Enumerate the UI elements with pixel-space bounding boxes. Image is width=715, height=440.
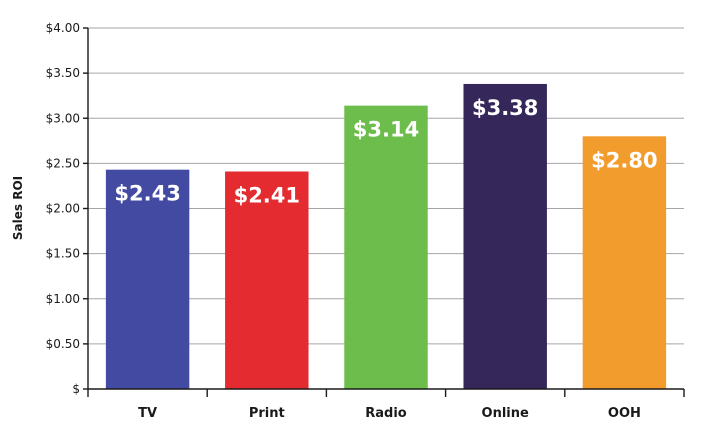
data-label-online: $3.38 — [472, 96, 538, 120]
y-tick-label: $1.50 — [46, 247, 80, 261]
y-tick-label: $2.50 — [46, 156, 80, 170]
bar-radio — [344, 105, 428, 390]
x-tick-label-tv: TV — [138, 406, 157, 421]
bar-tv — [105, 169, 190, 389]
y-tick-label: $ — [72, 382, 80, 396]
x-tick-label-online: Online — [482, 406, 529, 421]
data-label-radio: $3.14 — [353, 118, 419, 142]
bar-online — [463, 83, 547, 389]
y-tick-label: $3.00 — [46, 111, 80, 125]
bars — [105, 83, 667, 390]
x-tick-label-print: Print — [249, 406, 285, 421]
axes — [83, 27, 685, 397]
x-tick-label-radio: Radio — [365, 406, 407, 421]
x-tick-label-ooh: OOH — [608, 406, 641, 421]
labels: $ $0.50 $1.00 $1.50 $2.00 $2.50 $3.00 $3.50 $4.0… — [46, 21, 658, 421]
data-label-print: $2.41 — [234, 183, 300, 207]
y-axis-title: Sales ROI — [11, 176, 25, 240]
data-label-tv: $2.43 — [114, 182, 180, 206]
data-label-ooh: $2.80 — [591, 148, 657, 172]
y-tick-label: $0.50 — [46, 337, 80, 351]
y-tick-label: $4.00 — [46, 21, 80, 35]
bar-ooh — [582, 136, 667, 389]
bar-print — [225, 171, 309, 389]
y-tick-label: $3.50 — [46, 66, 80, 80]
y-tick-label: $2.00 — [46, 202, 80, 216]
y-tick-label: $1.00 — [46, 292, 80, 306]
